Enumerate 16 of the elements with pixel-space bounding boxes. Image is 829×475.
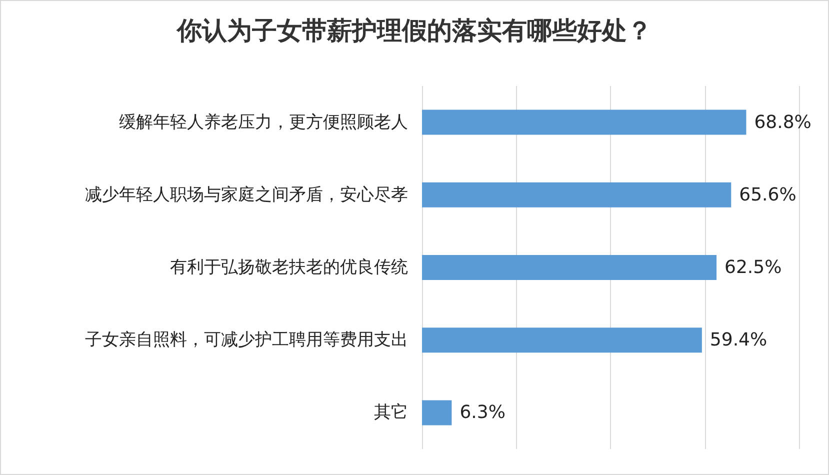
data-label: 59.4% <box>710 330 768 351</box>
data-label: 6.3% <box>460 402 506 424</box>
data-label: 62.5% <box>724 257 782 278</box>
data-label: 65.6% <box>739 184 796 206</box>
y-tick-label: 其它 <box>374 402 408 423</box>
bar <box>422 110 746 135</box>
chart-title: 你认为子女带薪护理假的落实有哪些好处？ <box>176 16 652 45</box>
bar <box>422 182 732 208</box>
y-tick-label: 缓解年轻人养老压力，更方便照顾老人 <box>119 112 408 132</box>
y-tick-label: 减少年轻人职场与家庭之间矛盾，安心尽孝 <box>85 184 408 205</box>
data-label: 68.8% <box>754 112 812 133</box>
y-tick-label: 子女亲自照料，可减少护工聘用等费用支出 <box>85 330 408 350</box>
bar <box>422 255 717 280</box>
bar <box>422 400 452 426</box>
bar <box>422 328 702 353</box>
y-tick-label: 有利于弘扬敬老扶老的优良传统 <box>170 258 408 278</box>
